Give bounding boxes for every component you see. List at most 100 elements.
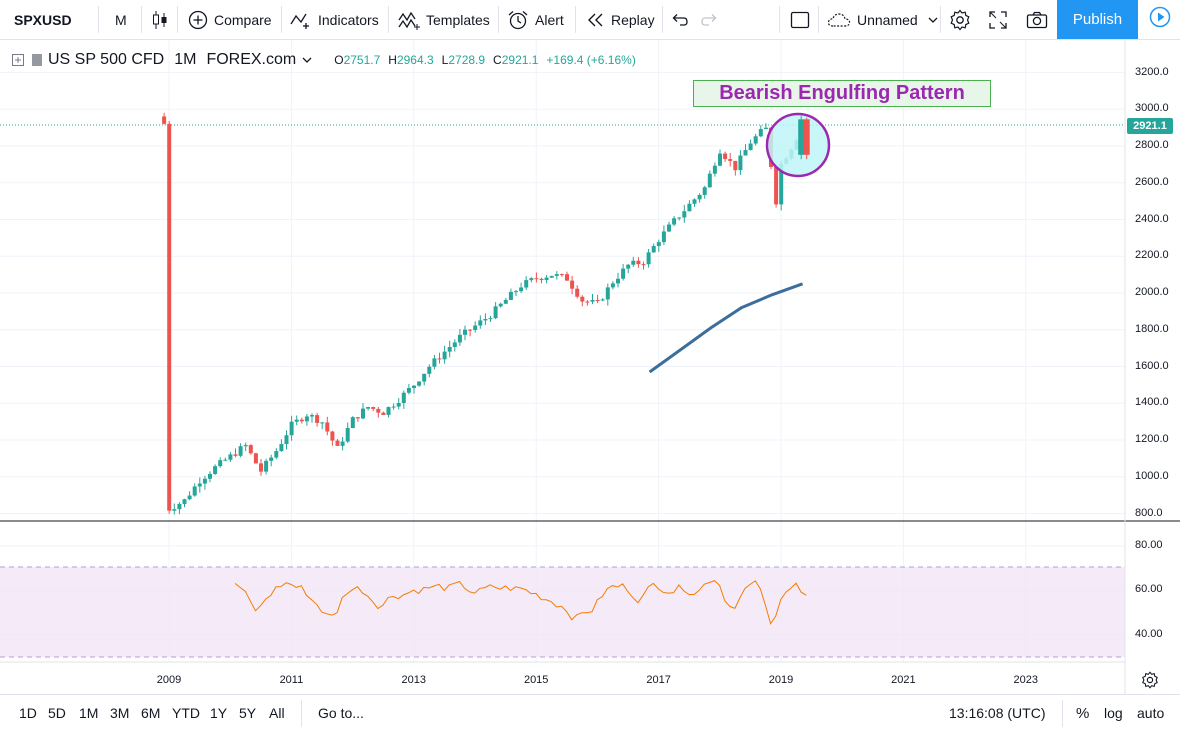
candle xyxy=(355,417,360,422)
range-button-all[interactable]: All xyxy=(269,705,285,721)
percent-scale-toggle[interactable]: % xyxy=(1076,704,1090,722)
legend-symbol-title[interactable]: US SP 500 CFD xyxy=(48,51,165,68)
candle xyxy=(718,149,723,167)
range-button-6m[interactable]: 6M xyxy=(141,705,161,721)
candle xyxy=(422,373,427,386)
candle xyxy=(712,162,717,177)
toolbar-divider xyxy=(281,6,282,33)
candle xyxy=(233,448,238,458)
interval-label: M xyxy=(115,11,127,28)
candle xyxy=(412,385,417,394)
candle xyxy=(187,491,192,501)
scale-settings-button[interactable] xyxy=(1140,670,1160,690)
indicators-button[interactable]: Indicators xyxy=(290,0,379,39)
alert-button[interactable]: Alert xyxy=(507,0,564,39)
candle xyxy=(667,221,672,233)
toolbar-divider xyxy=(818,6,819,33)
range-button-5d[interactable]: 5D xyxy=(48,705,66,721)
undo-button[interactable] xyxy=(671,0,689,39)
rsi-line[interactable] xyxy=(234,580,807,625)
templates-button[interactable]: Templates xyxy=(398,0,490,39)
candle xyxy=(182,498,187,508)
compare-button[interactable]: Compare xyxy=(188,0,272,39)
candle xyxy=(437,352,442,364)
candle xyxy=(672,216,677,227)
range-button-1m[interactable]: 1M xyxy=(79,705,99,721)
chart-style-button[interactable] xyxy=(152,0,168,39)
play-button[interactable] xyxy=(1140,0,1180,39)
candle xyxy=(304,413,309,426)
candle xyxy=(452,339,457,352)
interval-button[interactable]: M xyxy=(115,0,127,39)
time-scale-label: 2011 xyxy=(279,674,304,686)
replay-label: Replay xyxy=(611,11,655,28)
alarm-clock-icon xyxy=(507,10,529,30)
candle xyxy=(299,417,304,424)
toolbar-divider xyxy=(98,6,99,33)
fullscreen-button[interactable] xyxy=(988,0,1008,39)
rsi-scale-label: 80.00 xyxy=(1135,539,1163,551)
candle xyxy=(427,364,432,378)
candle xyxy=(310,413,315,423)
range-button-ytd[interactable]: YTD xyxy=(172,705,200,721)
templates-label: Templates xyxy=(426,11,490,28)
chart-legend: US SP 500 CFD 1M FOREX.com O2751.7 H2964… xyxy=(12,49,636,71)
toolbar-divider xyxy=(388,6,389,33)
candle xyxy=(340,436,345,451)
templates-icon xyxy=(398,10,420,30)
candle xyxy=(595,294,600,304)
candle xyxy=(335,438,340,447)
redo-button[interactable] xyxy=(700,0,718,39)
candle xyxy=(570,275,575,295)
candle xyxy=(493,302,498,320)
candle xyxy=(753,133,758,146)
toolbar-divider xyxy=(498,6,499,33)
candle xyxy=(743,144,748,156)
candle xyxy=(447,340,452,358)
candle xyxy=(636,257,641,268)
candle xyxy=(707,170,712,188)
price-scale-label: 1800.0 xyxy=(1135,322,1169,335)
toolbar-divider xyxy=(662,6,663,33)
candle xyxy=(345,422,350,444)
moving-average-line[interactable] xyxy=(648,282,804,374)
candle xyxy=(350,416,355,429)
candle xyxy=(330,430,335,446)
auto-scale-toggle[interactable]: auto xyxy=(1137,705,1165,721)
replay-button[interactable]: Replay xyxy=(587,0,655,39)
candle xyxy=(758,125,763,138)
candle xyxy=(641,261,646,270)
publish-button[interactable]: Publish xyxy=(1057,0,1138,39)
range-button-5y[interactable]: 5Y xyxy=(239,705,257,721)
snapshot-button[interactable] xyxy=(1026,0,1048,39)
range-button-1y[interactable]: 1Y xyxy=(210,705,228,721)
candle xyxy=(774,165,779,208)
square-icon xyxy=(790,11,810,29)
candle xyxy=(575,285,580,299)
price-scale-label: 2000.0 xyxy=(1135,286,1169,298)
layout-menu-button[interactable]: Unnamed xyxy=(827,0,938,39)
utc-clock[interactable]: 13:16:08 (UTC) xyxy=(949,705,1046,721)
symbol-search-button[interactable]: SPXUSD xyxy=(14,0,72,39)
legend-source-chevron-icon[interactable] xyxy=(302,56,312,64)
fullscreen-select-button[interactable] xyxy=(790,0,810,39)
pattern-annotation-label[interactable]: Bearish Engulfing Pattern xyxy=(693,80,991,107)
toolbar-divider xyxy=(575,6,576,33)
legend-collapse-icon[interactable] xyxy=(12,54,24,66)
log-scale-toggle[interactable]: log xyxy=(1104,705,1123,721)
candle xyxy=(514,289,519,297)
goto-button[interactable]: Go to... xyxy=(318,705,364,721)
candle xyxy=(677,217,682,221)
chart-settings-button[interactable] xyxy=(949,0,971,39)
time-scale-label: 2009 xyxy=(156,674,182,686)
chart-area[interactable] xyxy=(0,40,1180,694)
gear-icon xyxy=(1141,671,1159,689)
range-button-1d[interactable]: 1D xyxy=(19,705,37,721)
price-scale-label: 1200.0 xyxy=(1135,433,1169,445)
candle xyxy=(473,321,478,333)
legend-open: O2751.7 xyxy=(334,53,381,67)
range-button-3m[interactable]: 3M xyxy=(110,705,130,721)
candle xyxy=(565,271,570,281)
pattern-highlight-circle[interactable] xyxy=(765,112,831,178)
layout-name-label: Unnamed xyxy=(857,11,918,28)
